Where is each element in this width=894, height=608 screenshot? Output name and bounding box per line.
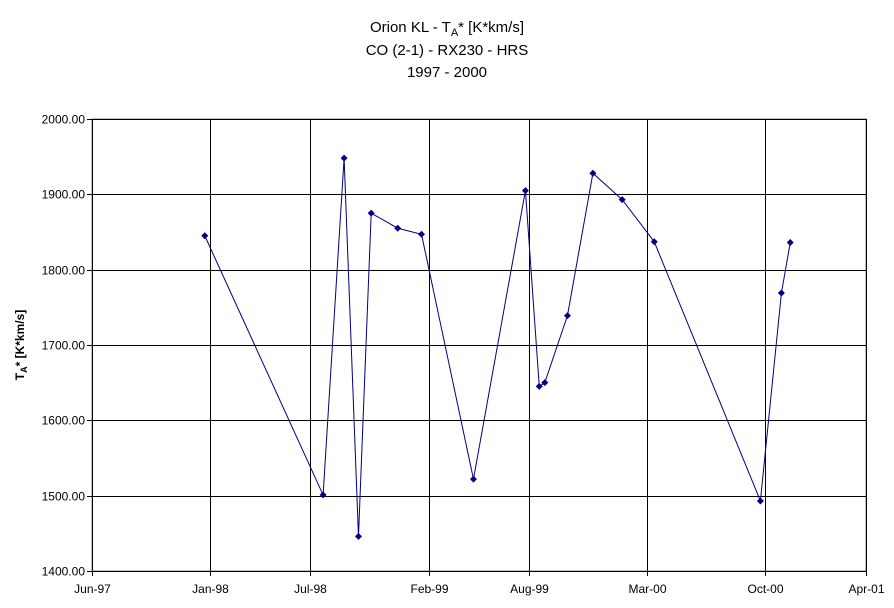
data-point [367,209,375,217]
data-point [319,491,327,499]
data-point [521,187,529,195]
data-point [618,196,626,204]
y-tick-label: 2000.00 [42,113,86,127]
axes: 1400.00 1500.00 1600.00 1700.00 1800.00 1900.… [42,113,885,597]
x-tick-label: Apr-01 [848,582,884,596]
series-line [204,158,791,537]
data-point [201,232,209,240]
title-line3: 1997 - 2000 [407,64,487,81]
y-tick-label: 1400.00 [42,565,86,579]
y-tick-label: 1900.00 [42,188,86,202]
x-tick-label: Jun-97 [74,582,111,596]
x-tick-label: Mar-00 [628,582,666,596]
gridlines [91,118,867,572]
data-point [418,230,426,238]
x-tick-label: Feb-99 [410,582,448,596]
title-line2: CO (2-1) - RX230 - HRS [366,42,529,59]
data-point [563,312,571,320]
y-tick-label: 1800.00 [42,264,86,278]
x-tick-label: Jul-98 [294,582,327,596]
data-point [786,239,794,247]
data-point [340,154,348,162]
data-point [535,382,543,390]
data-point [394,224,402,232]
data-point [541,379,549,387]
title-line1: Orion KL - TA* [K*km/s] [370,19,524,39]
data-point [354,532,362,540]
x-tick-label: Aug-99 [510,582,549,596]
x-tick-label: Jan-98 [192,582,229,596]
data-point [650,238,658,246]
x-tick-label: Oct-00 [747,582,783,596]
y-tick-label: 1600.00 [42,414,86,428]
data-point [777,289,785,297]
data-point [589,169,597,177]
y-tick-label: 1500.00 [42,490,86,504]
data-point [469,475,477,483]
data-point [756,497,764,505]
data-series [201,154,794,540]
y-axis-label: TA* [K*km/s] [13,310,29,381]
y-tick-label: 1700.00 [42,339,86,353]
chart-title: Orion KL - TA* [K*km/s] CO (2-1) - RX230… [366,19,529,81]
